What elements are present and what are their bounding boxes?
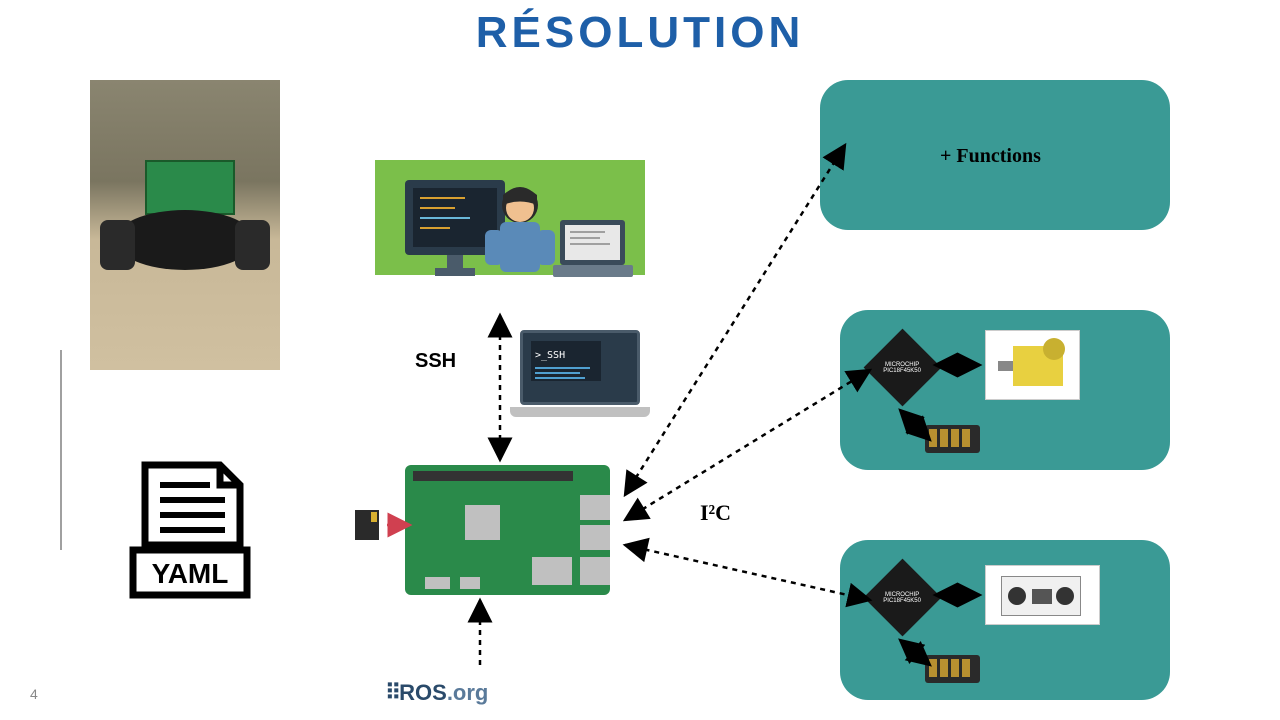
yaml-file-icon: YAML <box>90 410 290 650</box>
ir-sensor-icon <box>1001 576 1081 616</box>
ros-label: ⠿ROS.org <box>385 680 488 706</box>
dip-switch-icon <box>925 425 980 453</box>
microchip-icon: MICROCHIPPIC18F45K50 <box>864 559 942 637</box>
yaml-text: YAML <box>152 558 229 589</box>
ssh-laptop-icon: >_SSH <box>510 330 650 425</box>
page-number: 4 <box>30 686 38 702</box>
sidebar-divider <box>60 350 62 550</box>
developer-illustration <box>375 160 645 310</box>
functions-label: + Functions <box>940 145 1041 168</box>
raspberry-pi-board <box>405 465 610 595</box>
sensor-node: MICROCHIPPIC18F45K50 <box>840 540 1170 700</box>
motor-node: MICROCHIPPIC18F45K50 <box>840 310 1170 470</box>
i2c-label: I²C <box>700 500 731 526</box>
microchip-icon: MICROCHIPPIC18F45K50 <box>864 329 942 407</box>
dip-switch-icon <box>925 655 980 683</box>
robot-photo <box>90 80 280 370</box>
motor-icon <box>998 341 1068 391</box>
sdcard-icon <box>355 510 379 540</box>
page-title: RÉSOLUTION <box>476 8 804 58</box>
ssh-label: SSH <box>415 350 456 373</box>
